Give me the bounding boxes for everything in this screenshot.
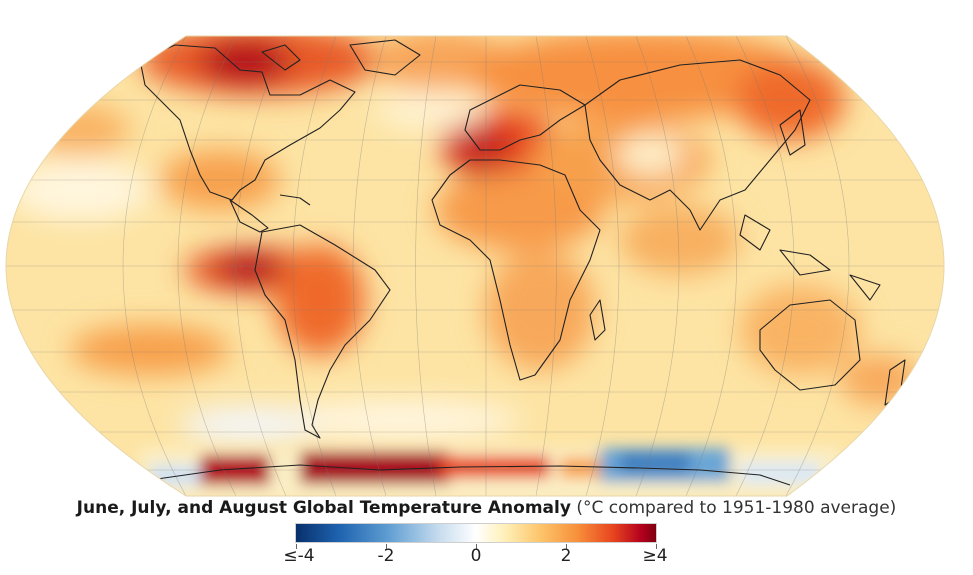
anomaly-field (6, 36, 944, 496)
legend-label-neg2: -2 (377, 546, 395, 566)
figure-title: June, July, and August Global Temperatur… (76, 498, 571, 518)
legend-tick (296, 544, 297, 549)
coastlines (139, 39, 906, 486)
legend-label-zero: 0 (470, 546, 482, 566)
legend-label-pos2: 2 (560, 546, 572, 566)
map-container (5, 35, 945, 497)
legend-tick (476, 544, 477, 549)
figure-caption: June, July, and August Global Temperatur… (0, 497, 973, 519)
legend-label-max: ≥4 (642, 546, 668, 566)
legend-tick (386, 544, 387, 549)
map-outline (5, 35, 945, 497)
legend-tick (566, 544, 567, 549)
legend-tick (656, 544, 657, 549)
color-scale-bar (295, 523, 657, 543)
legend-label-min: ≤-4 (283, 546, 315, 566)
world-anomaly-map (5, 35, 945, 497)
figure-subtitle: (°C compared to 1951-1980 average) (576, 498, 897, 518)
